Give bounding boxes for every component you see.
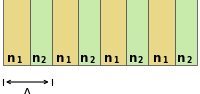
Bar: [52, 0, 78, 65]
Bar: [126, 0, 148, 65]
Bar: [175, 0, 197, 65]
Bar: [30, 0, 52, 65]
Text: n: n: [177, 52, 185, 64]
Text: 1: 1: [16, 56, 22, 65]
Text: 1: 1: [162, 56, 167, 65]
Text: 1: 1: [113, 56, 118, 65]
Text: 2: 2: [137, 56, 143, 65]
Bar: [100, 0, 126, 65]
Text: 2: 2: [41, 56, 46, 65]
Text: n: n: [153, 52, 161, 64]
Text: 1: 1: [65, 56, 70, 65]
Text: n: n: [56, 52, 64, 64]
Text: n: n: [7, 52, 16, 64]
Text: n: n: [80, 52, 88, 64]
Text: 2: 2: [89, 56, 94, 65]
Bar: [3, 0, 30, 65]
Text: 2: 2: [186, 56, 191, 65]
Bar: [78, 0, 100, 65]
Text: n: n: [129, 52, 137, 64]
Text: n: n: [32, 52, 40, 64]
Text: Λ: Λ: [23, 87, 32, 94]
Bar: [148, 0, 175, 65]
Text: n: n: [104, 52, 113, 64]
